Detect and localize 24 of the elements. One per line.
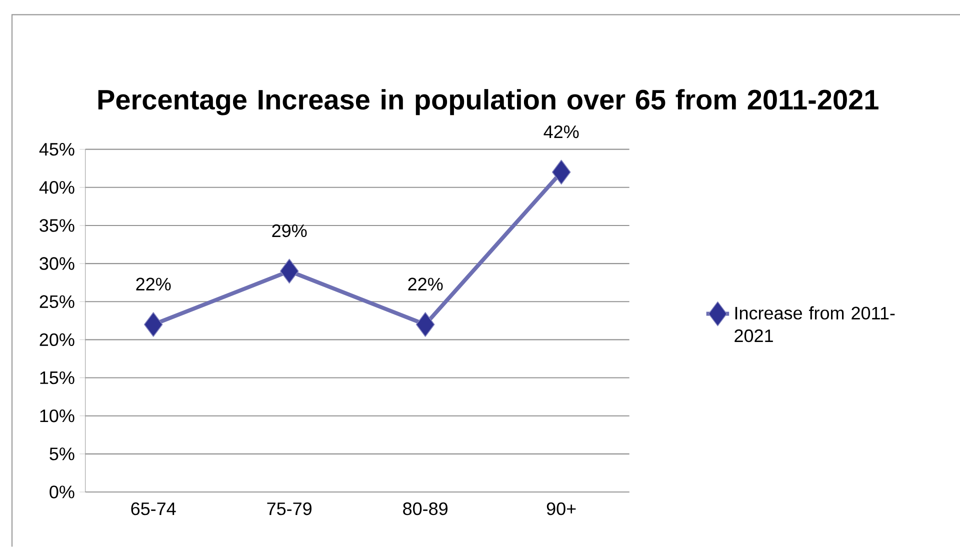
x-tick-label: 75-79 [267, 502, 312, 516]
data-label: 29% [272, 224, 307, 238]
x-tick-label: 90+ [546, 502, 576, 516]
legend-label: Increase from 2011-2021 [734, 306, 895, 342]
y-tick-label: 5% [50, 448, 74, 460]
y-tick-label: 0% [50, 486, 74, 499]
y-tick-label: 40% [39, 181, 74, 194]
y-tick-label: 35% [40, 219, 74, 232]
y-tick-label: 30% [40, 257, 74, 270]
data-label: 22% [408, 278, 443, 291]
data-label: 42% [544, 126, 579, 138]
point [144, 312, 163, 338]
point [280, 258, 299, 284]
data-label: 22% [136, 278, 171, 291]
chart-title: Percentage Increase in population over 65 from 2011-2021 [98, 89, 878, 116]
point [552, 160, 571, 185]
y-tick-label: 10% [40, 410, 74, 422]
y-tick-label: 20% [40, 334, 74, 346]
y-tick-label: 15% [40, 372, 74, 384]
x-tick-label: 80-89 [403, 502, 448, 516]
x-tick-label: 65-74 [131, 502, 176, 516]
y-tick-label: 45% [39, 143, 74, 156]
y-tick-label: 25% [40, 295, 74, 308]
point [416, 312, 435, 338]
